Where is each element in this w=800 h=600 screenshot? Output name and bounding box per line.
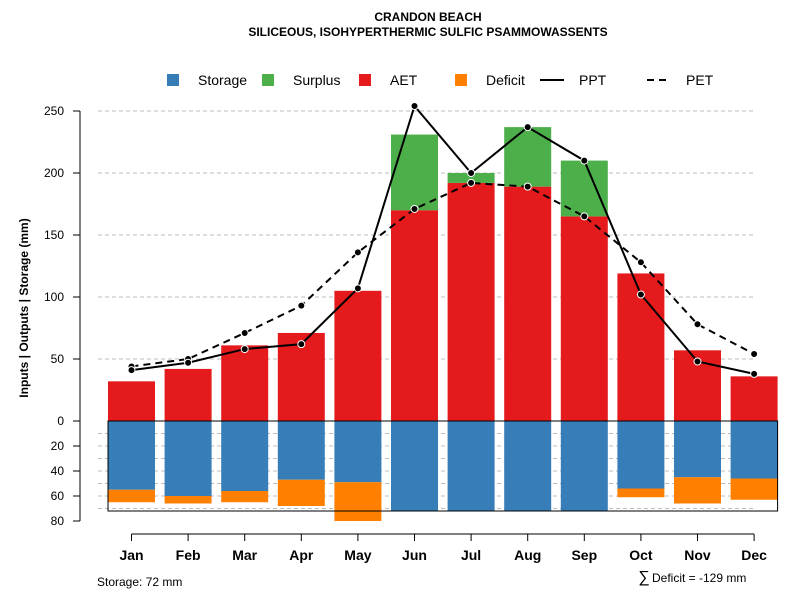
bar-aet xyxy=(334,290,382,421)
bar-deficit xyxy=(277,479,325,506)
y-tick-label: 100 xyxy=(44,290,64,304)
bar-storage xyxy=(674,421,721,478)
y-tick-label: 60 xyxy=(51,489,65,503)
pet-point xyxy=(580,212,589,221)
ppt-point xyxy=(693,357,702,366)
bar-deficit xyxy=(617,488,665,498)
y-tick-label: 150 xyxy=(44,228,64,242)
bar-storage xyxy=(334,421,382,483)
ppt-point xyxy=(523,123,532,132)
x-tick-label: Oct xyxy=(629,547,653,563)
legend-swatch xyxy=(455,74,467,86)
x-tick-label: Mar xyxy=(232,547,257,563)
legend-swatch xyxy=(167,74,179,86)
ppt-point xyxy=(410,102,419,111)
ppt-point xyxy=(240,345,249,354)
bar-aet xyxy=(560,216,608,421)
chart-subtitle: SILICEOUS, ISOHYPERTHERMIC SULFIC PSAMMO… xyxy=(248,25,607,39)
bar-deficit xyxy=(730,478,778,500)
legend-label: PET xyxy=(686,72,714,88)
bar-deficit xyxy=(108,489,155,503)
ppt-point xyxy=(636,290,645,299)
ppt-point xyxy=(580,156,589,165)
bar-deficit xyxy=(674,477,721,504)
bar-storage xyxy=(504,421,552,511)
pet-point xyxy=(467,178,476,187)
bar-aet xyxy=(164,368,212,421)
bar-aet xyxy=(504,186,552,421)
bar-storage xyxy=(447,421,495,511)
pet-point xyxy=(636,258,645,267)
ppt-point xyxy=(750,369,759,378)
bar-storage xyxy=(221,421,269,491)
x-tick-label: Sep xyxy=(571,547,597,563)
bar-aet xyxy=(730,376,778,421)
y-tick-label: 80 xyxy=(51,514,65,528)
legend-swatch xyxy=(262,74,274,86)
pet-point xyxy=(523,182,532,191)
bar-aet xyxy=(447,182,495,421)
pet-point xyxy=(410,204,419,213)
pet-point xyxy=(693,320,702,329)
bar-storage xyxy=(560,421,608,511)
bars xyxy=(108,127,778,521)
bar-aet xyxy=(391,210,438,421)
bar-aet xyxy=(108,381,155,421)
bar-surplus xyxy=(447,173,495,183)
y-tick-label: 0 xyxy=(57,414,64,428)
x-tick-label: Jan xyxy=(119,547,143,563)
y-axis-label: Inputs | Outputs | Storage (mm) xyxy=(17,218,31,397)
bar-aet xyxy=(221,345,269,421)
legend: Storage Surplus AET Deficit PPT PET xyxy=(167,72,714,88)
axes: 0 50 100 150 200 250 20 40 60 80 Jan Feb Mar Apr May Ju… xyxy=(44,104,779,563)
legend-label: Surplus xyxy=(293,72,340,88)
sum-symbol: ∑ xyxy=(638,569,649,586)
y-tick-label: 20 xyxy=(51,439,65,453)
x-tick-label: Jun xyxy=(402,547,427,563)
storage-capacity-box xyxy=(107,420,779,512)
ppt-point xyxy=(353,284,362,293)
y-tick-label: 250 xyxy=(44,104,64,118)
ppt-line xyxy=(131,104,755,375)
x-tick-label: Apr xyxy=(289,547,314,563)
bar-storage xyxy=(391,421,438,511)
bar-storage xyxy=(277,421,325,480)
legend-swatch xyxy=(359,74,371,86)
bar-storage xyxy=(164,421,212,496)
legend-label: Storage xyxy=(198,72,247,88)
bar-surplus xyxy=(391,134,438,211)
legend-label: PPT xyxy=(579,72,607,88)
y-tick-label: 40 xyxy=(51,464,65,478)
pet-point xyxy=(240,328,249,337)
deficit-footnote: Deficit = -129 mm xyxy=(652,571,746,585)
pet-point xyxy=(297,301,306,310)
storage-footnote: Storage: 72 mm xyxy=(97,575,182,589)
ppt-point xyxy=(127,366,136,375)
bar-deficit xyxy=(334,482,382,521)
x-tick-label: May xyxy=(344,547,371,563)
legend-label: Deficit xyxy=(486,72,525,88)
y-tick-label: 50 xyxy=(51,352,65,366)
bar-storage xyxy=(617,421,665,489)
x-tick-label: Jul xyxy=(461,547,481,563)
ppt-point xyxy=(184,358,193,367)
x-tick-label: Feb xyxy=(176,547,201,563)
ppt-point xyxy=(467,169,476,177)
bar-deficit xyxy=(221,491,269,503)
lines xyxy=(127,102,759,378)
legend-label: AET xyxy=(390,72,418,88)
x-tick-label: Nov xyxy=(684,547,711,563)
x-tick-label: Dec xyxy=(741,547,767,563)
pet-line xyxy=(131,181,755,368)
y-tick-label: 200 xyxy=(44,166,64,180)
ppt-point xyxy=(297,340,306,349)
x-tick-label: Aug xyxy=(514,547,541,563)
chart-title: CRANDON BEACH xyxy=(374,10,481,24)
bar-deficit xyxy=(164,496,212,504)
pet-point xyxy=(750,350,759,359)
pet-point xyxy=(353,248,362,257)
bar-storage xyxy=(730,421,778,479)
bar-storage xyxy=(108,421,155,490)
